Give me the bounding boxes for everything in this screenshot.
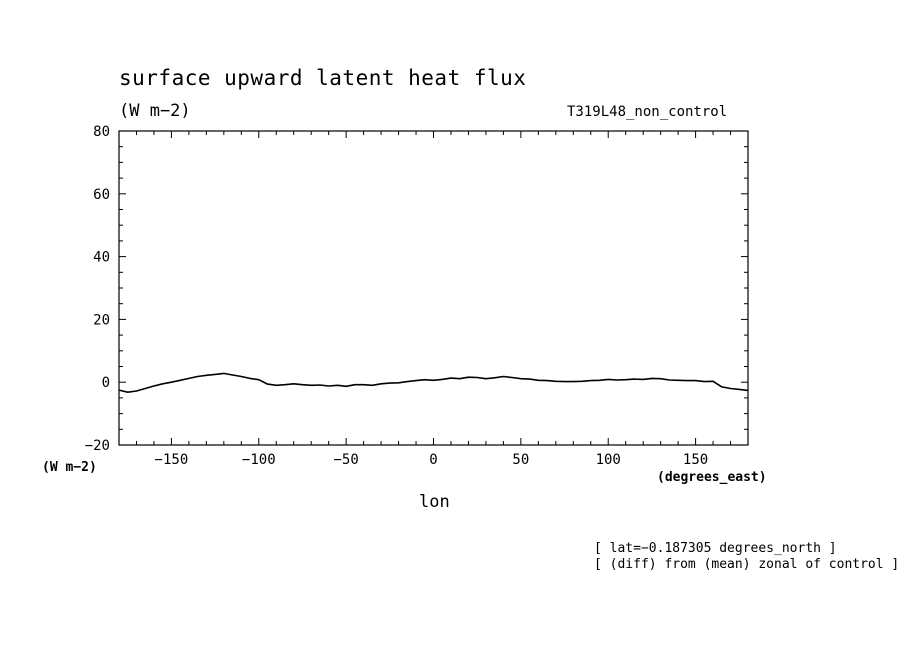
plot-frame [118, 130, 749, 446]
x-tick-label: −50 [333, 452, 358, 468]
x-axis-units: (degrees_east) [657, 470, 767, 485]
y-tick-label: 80 [93, 124, 110, 140]
latitude-note: [ lat=−0.187305 degrees_north ] [594, 541, 837, 556]
x-tick-label: 100 [596, 452, 621, 468]
chart-subtitle-units: (W m−2) [119, 101, 191, 121]
y-tick-label: 40 [93, 250, 110, 266]
y-tick-label: −20 [85, 438, 110, 454]
y-tick-label: 60 [93, 187, 110, 203]
x-tick-label: 150 [683, 452, 708, 468]
chart-title: surface upward latent heat flux [119, 66, 527, 90]
run-label: T319L48_non_control [567, 104, 728, 120]
x-tick-label: −150 [155, 452, 189, 468]
x-tick-label: 50 [512, 452, 529, 468]
series-line [118, 372, 749, 394]
y-tick-label: 0 [102, 375, 110, 391]
y-tick-label: 20 [93, 312, 110, 328]
x-tick-label: −100 [242, 452, 276, 468]
y-axis-units: (W m−2) [42, 460, 97, 475]
x-tick-label: 0 [429, 452, 437, 468]
diff-note: [ (diff) from (mean) zonal of control ] [594, 557, 900, 572]
x-axis-label: lon [419, 492, 450, 512]
